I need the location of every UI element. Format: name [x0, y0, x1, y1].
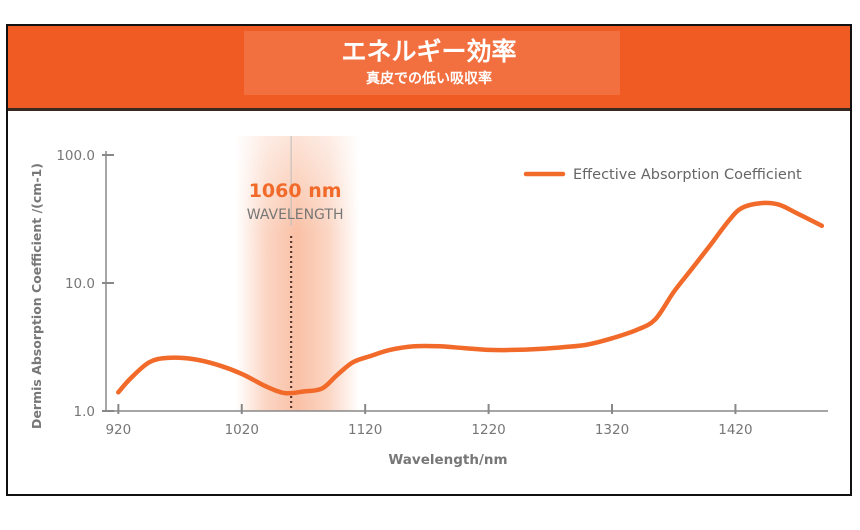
- series-line: [116, 200, 825, 396]
- x-tick-label: 1120: [348, 422, 382, 438]
- legend-label: Effective Absorption Coefficient: [573, 167, 802, 183]
- chart-frame: エネルギー効率 真皮での低い吸収率 1060 nm WAVELENGTH: [6, 24, 852, 496]
- y-tick-label: 1.0: [74, 404, 95, 420]
- y-axis-ticks: 1.0 10.0 100.0: [56, 148, 114, 420]
- y-tick-label: 10.0: [65, 276, 95, 292]
- page-subtitle: 真皮での低い吸収率: [366, 71, 492, 87]
- title-panel: [244, 31, 620, 95]
- page-title: エネルギー効率: [341, 37, 517, 66]
- absorption-chart: 1060 nm WAVELENGTH 1.0 10.0 100.0 920 1020 1…: [29, 136, 828, 468]
- annotation-value: 1060 nm: [249, 180, 342, 202]
- highlight-band-fade: [235, 136, 360, 411]
- x-axis-label: Wavelength/nm: [388, 452, 507, 468]
- x-tick-label: 1020: [225, 422, 259, 438]
- x-tick-label: 1320: [595, 422, 629, 438]
- x-axis-ticks: 920 1020 1120 1220 1320 1420: [105, 404, 753, 438]
- y-axis-label: Dermis Absorption Coefficient /(cm-1): [29, 163, 44, 429]
- x-tick-label: 1220: [471, 422, 505, 438]
- title-banner: エネルギー効率 真皮での低い吸収率: [8, 26, 850, 111]
- annotation-caption: WAVELENGTH: [247, 207, 344, 223]
- y-tick-label: 100.0: [56, 148, 95, 164]
- x-tick-label: 920: [105, 422, 131, 438]
- x-tick-label: 1420: [718, 422, 752, 438]
